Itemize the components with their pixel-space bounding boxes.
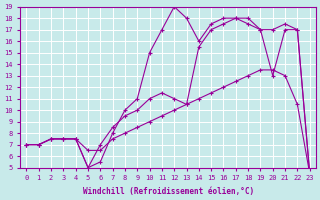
- X-axis label: Windchill (Refroidissement éolien,°C): Windchill (Refroidissement éolien,°C): [83, 187, 254, 196]
